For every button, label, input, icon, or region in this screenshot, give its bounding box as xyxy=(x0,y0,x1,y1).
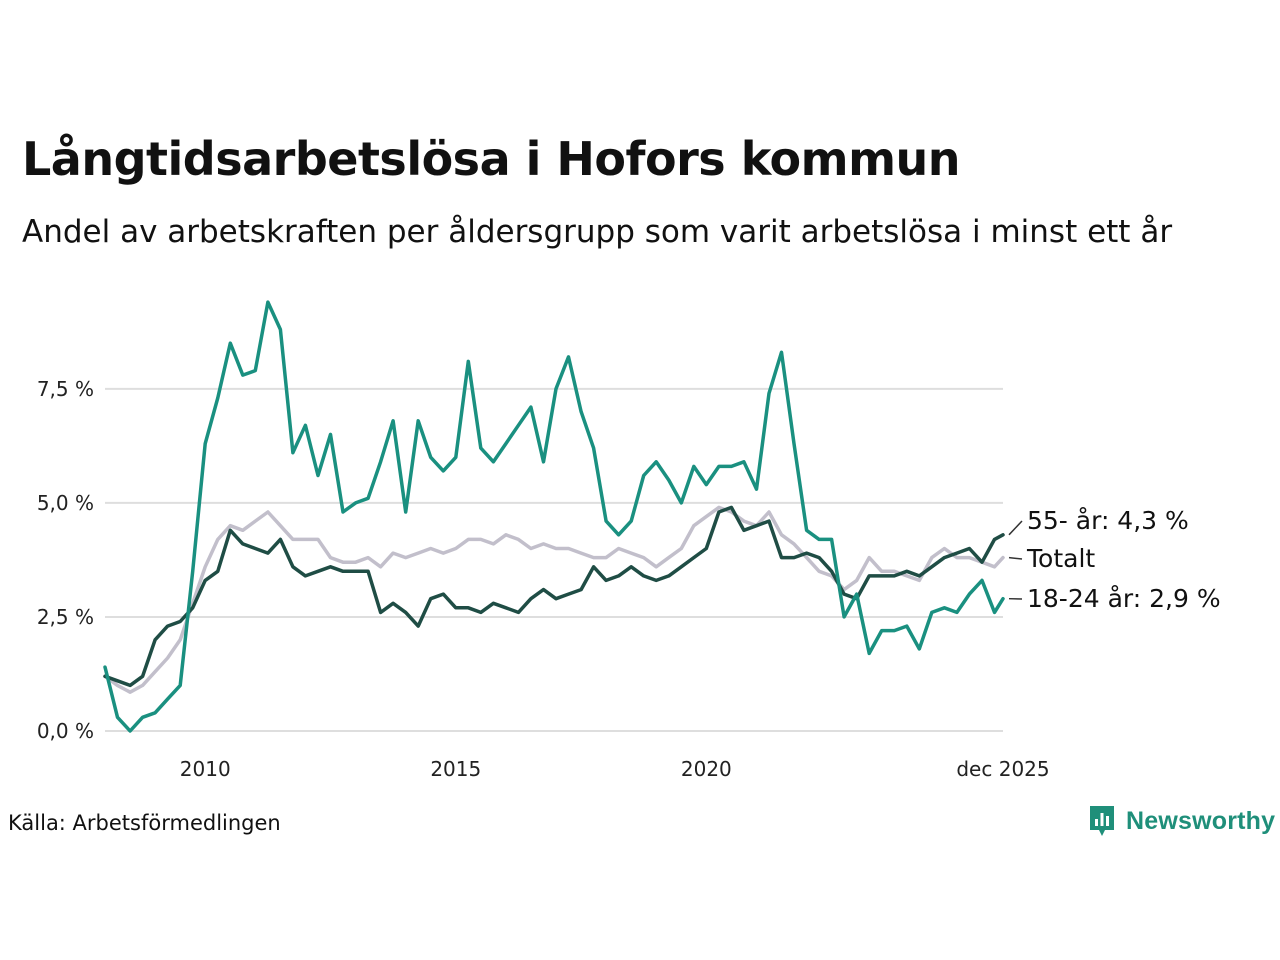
newsworthy-logo-icon xyxy=(1090,806,1114,836)
end-label-total: Totalt xyxy=(1026,544,1095,573)
x-tick-label: dec 2025 xyxy=(956,757,1049,781)
series-line-total xyxy=(103,505,1005,694)
gridlines xyxy=(105,387,1003,732)
chart-title: Långtidsarbetslösa i Hofors kommun xyxy=(22,132,961,186)
series-line-senior xyxy=(103,505,1005,688)
end-label-senior: 55- år: 4,3 % xyxy=(1027,506,1189,535)
end-label-youth: 18-24 år: 2,9 % xyxy=(1027,584,1221,613)
chart-subtitle: Andel av arbetskraften per åldersgrupp s… xyxy=(22,214,1173,250)
series-line-youth xyxy=(103,300,1005,733)
x-tick-label: 2010 xyxy=(180,757,231,781)
x-axis-ticks: 2010 2015 2020 dec 2025 xyxy=(180,757,1050,781)
x-tick-label: 2015 xyxy=(430,757,481,781)
y-axis-ticks: 0,0 % 2,5 % 5,0 % 7,5 % xyxy=(37,377,94,743)
end-labels: Totalt 55- år: 4,3 % 18-24 år: 2,9 % xyxy=(1008,506,1221,613)
source-note: Källa: Arbetsförmedlingen xyxy=(8,811,281,835)
series-lines xyxy=(103,300,1005,733)
brand-name: Newsworthy xyxy=(1126,806,1276,835)
end-label-connector-senior xyxy=(1008,520,1023,536)
y-tick-label: 0,0 % xyxy=(37,719,94,743)
y-tick-label: 7,5 % xyxy=(37,377,94,401)
y-tick-label: 5,0 % xyxy=(37,491,94,515)
y-tick-label: 2,5 % xyxy=(37,605,94,629)
brand-logo: Newsworthy xyxy=(1088,804,1275,838)
end-label-connector-total xyxy=(1008,556,1023,560)
x-tick-label: 2020 xyxy=(681,757,732,781)
